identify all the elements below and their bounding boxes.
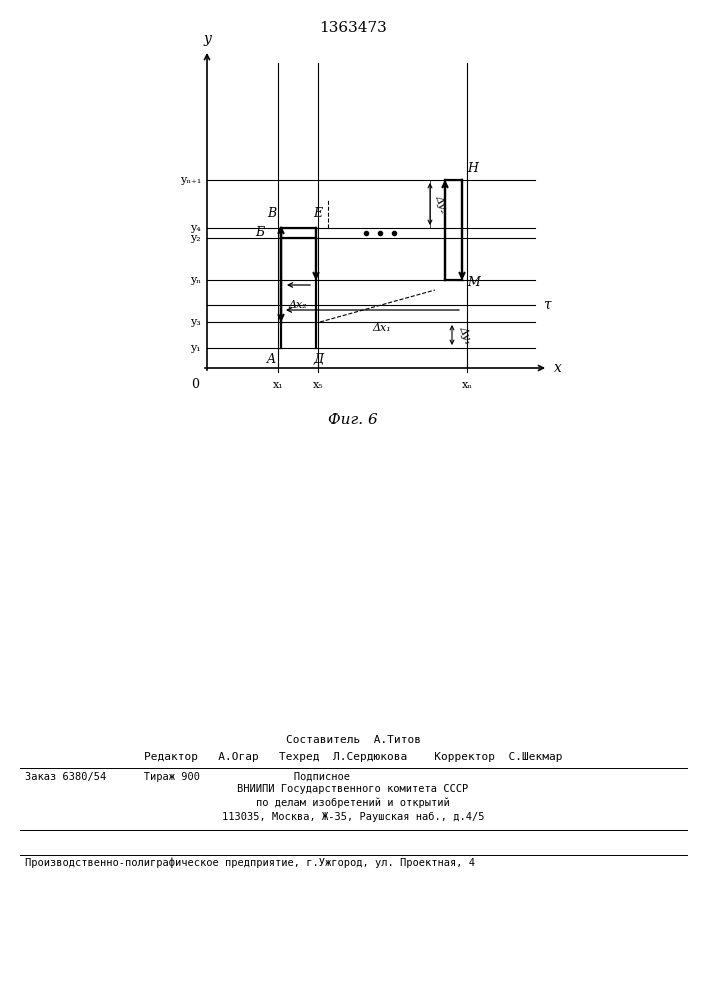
Text: x₅: x₅ — [312, 380, 323, 390]
Text: Б: Б — [255, 227, 264, 239]
Text: Δx₁: Δx₁ — [373, 323, 392, 333]
Text: y₄: y₄ — [190, 223, 201, 233]
Text: B: B — [267, 207, 276, 220]
Text: yₙ: yₙ — [190, 275, 201, 285]
Text: 113035, Москва, Ж-35, Раушская наб., д.4/5: 113035, Москва, Ж-35, Раушская наб., д.4… — [222, 812, 484, 822]
Text: E: E — [313, 207, 322, 220]
Text: 1363473: 1363473 — [319, 21, 387, 35]
Text: 0: 0 — [191, 378, 199, 391]
Text: Редактор   А.Огар   Техред  Л.Сердюкова    Корректор  С.Шекмар: Редактор А.Огар Техред Л.Сердюкова Корре… — [144, 752, 562, 762]
Text: yₙ₊₁: yₙ₊₁ — [180, 175, 201, 185]
Text: Фиг. 6: Фиг. 6 — [328, 413, 378, 427]
Text: M: M — [467, 275, 480, 288]
Text: Заказ 6380/54      Тираж 900               Подписное: Заказ 6380/54 Тираж 900 Подписное — [25, 772, 350, 782]
Text: xₙ: xₙ — [462, 380, 472, 390]
Text: x: x — [554, 361, 562, 375]
Text: по делам изобретений и открытий: по делам изобретений и открытий — [256, 798, 450, 808]
Text: Δy₁: Δy₁ — [457, 324, 473, 346]
Text: Д: Д — [313, 353, 323, 366]
Text: Производственно-полиграфическое предприятие, г.Ужгород, ул. Проектная, 4: Производственно-полиграфическое предприя… — [25, 858, 475, 868]
Text: y₃: y₃ — [190, 317, 201, 327]
Text: y₂: y₂ — [190, 233, 201, 243]
Text: H: H — [467, 162, 478, 175]
Text: y₁: y₁ — [190, 343, 201, 353]
Text: Δy₂: Δy₂ — [433, 193, 449, 215]
Text: Δx₂: Δx₂ — [288, 300, 308, 310]
Text: ВНИИПИ Государственного комитета СССР: ВНИИПИ Государственного комитета СССР — [238, 784, 469, 794]
Text: τ: τ — [543, 298, 551, 312]
Text: x₁: x₁ — [273, 380, 284, 390]
Text: Составитель  А.Титов: Составитель А.Титов — [286, 735, 421, 745]
Text: y: y — [203, 32, 211, 46]
Text: A: A — [267, 353, 276, 366]
